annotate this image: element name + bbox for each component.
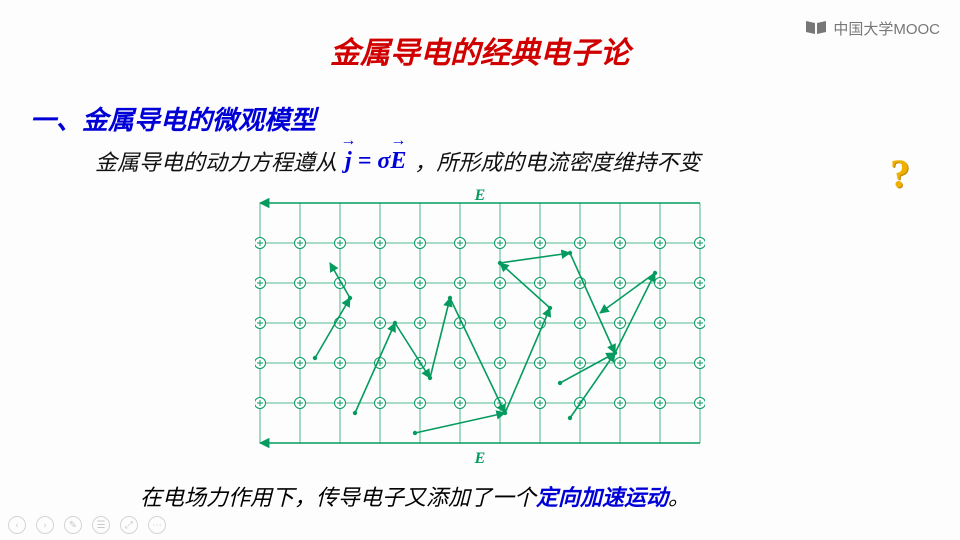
question-mark-icon: ? [890, 150, 910, 197]
tool-prev-icon[interactable]: ‹ [8, 516, 26, 534]
tool-menu-icon[interactable]: ☰ [92, 516, 110, 534]
lattice-svg [255, 189, 705, 459]
footer-text: 在电场力作用下，传导电子又添加了一个定向加速运动。 [140, 480, 960, 512]
tool-pen-icon[interactable]: ✎ [64, 516, 82, 534]
book-icon [805, 19, 827, 39]
equation: j = σE [341, 148, 410, 175]
lattice-diagram: E E [255, 189, 705, 464]
body-text: 金属导电的动力方程遵从 j = σE ，所形成的电流密度维持不变 [95, 145, 960, 177]
vector-j: j [345, 148, 352, 175]
tool-more-icon[interactable]: ⋯ [148, 516, 166, 534]
e-field-label-top: E [475, 187, 486, 205]
footer-pre: 在电场力作用下，传导电子又添加了一个 [140, 485, 536, 510]
e-field-label-bottom: E [475, 450, 486, 468]
section-heading: 一、金属导电的微观模型 [30, 100, 960, 137]
body-post: ，所形成的电流密度维持不变 [414, 145, 700, 177]
watermark: 中国大学MOOC [805, 18, 940, 39]
presenter-toolbar: ‹ › ✎ ☰ ⤢ ⋯ [8, 516, 166, 534]
tool-zoom-icon[interactable]: ⤢ [120, 516, 138, 534]
tool-next-icon[interactable]: › [36, 516, 54, 534]
body-pre: 金属导电的动力方程遵从 [95, 145, 337, 177]
footer-post: 。 [668, 485, 690, 510]
watermark-text: 中国大学MOOC [833, 18, 940, 39]
vector-E: E [390, 148, 406, 175]
footer-highlight: 定向加速运动 [536, 485, 668, 510]
